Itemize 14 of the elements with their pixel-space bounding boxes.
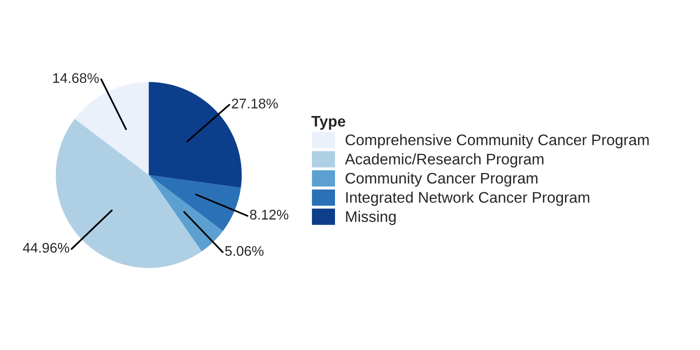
data-label: 14.68% — [53, 73, 99, 83]
data-label: 44.96% — [22, 242, 70, 253]
legend-label: Missing — [346, 210, 396, 226]
legend-title: Type — [311, 116, 346, 130]
data-label: 5.06% — [225, 246, 264, 256]
data-label: 27.18% — [232, 98, 278, 108]
legend-label: Comprehensive Community Cancer Program — [346, 134, 649, 148]
pie-slice — [148, 175, 241, 232]
pie-slice — [74, 82, 149, 175]
legend-label: Community Cancer Program — [346, 172, 538, 187]
data-label: 8.12% — [250, 210, 288, 220]
legend-label: Integrated Network Cancer Program — [346, 192, 590, 206]
legend-label: Academic/Research Program — [344, 153, 544, 168]
pie-slice — [148, 175, 223, 252]
